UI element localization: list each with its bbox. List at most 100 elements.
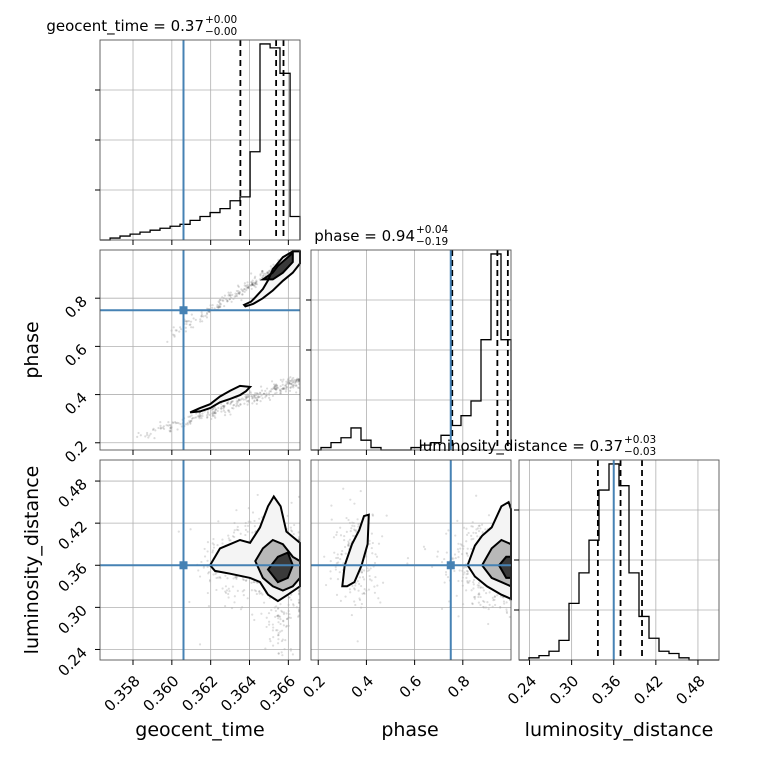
scatter-luminosity_distance_vs_geocent_time-sample	[260, 612, 263, 615]
scatter-phase_vs_geocent_time-sample	[233, 295, 236, 298]
scatter-luminosity_distance_vs_geocent_time-sample	[241, 590, 244, 593]
scatter-phase_vs_geocent_time-sample	[184, 326, 187, 329]
scatter-luminosity_distance_vs_phase-sample	[360, 570, 364, 574]
scatter-luminosity_distance_vs_geocent_time-sample	[280, 609, 283, 612]
scatter-phase_vs_geocent_time-sample	[281, 380, 284, 383]
scatter-luminosity_distance_vs_geocent_time-sample	[229, 539, 232, 542]
scatter-luminosity_distance_vs_geocent_time-sample	[227, 592, 230, 596]
scatter-luminosity_distance_vs_geocent_time-sample	[253, 618, 256, 622]
xtick-label-phase-3: 0.8	[444, 672, 474, 702]
scatter-luminosity_distance_vs_phase-sample	[371, 513, 374, 516]
scatter-luminosity_distance_vs_phase-sample	[337, 561, 340, 564]
scatter-luminosity_distance_vs_phase-sample	[345, 530, 348, 533]
scatter-luminosity_distance_vs_phase-sample	[356, 580, 359, 583]
scatter-luminosity_distance_vs_geocent_time-sample	[278, 615, 282, 618]
scatter-luminosity_distance_vs_geocent_time-sample	[297, 609, 301, 612]
scatter-phase_vs_geocent_time-sample	[251, 397, 254, 400]
scatter-phase_vs_geocent_time-sample	[255, 402, 258, 405]
scatter-phase_vs_geocent_time-sample	[297, 386, 301, 390]
scatter-phase_vs_geocent_time-sample	[223, 294, 227, 297]
scatter-phase_vs_geocent_time-sample	[223, 414, 227, 417]
scatter-luminosity_distance_vs_geocent_time-sample	[267, 612, 271, 615]
scatter-phase_vs_geocent_time-sample	[274, 385, 277, 388]
scatter-luminosity_distance_vs_geocent_time-sample	[206, 591, 209, 595]
scatter-phase_vs_geocent_time-sample	[266, 271, 269, 274]
scatter-luminosity_distance_vs_geocent_time-sample	[206, 565, 209, 568]
scatter-phase_vs_geocent_time-sample	[269, 265, 272, 268]
scatter-luminosity_distance_vs_phase-sample	[457, 542, 460, 545]
title-sub-phase: −0.19	[416, 236, 448, 248]
scatter-luminosity_distance_vs_geocent_time-sample	[228, 539, 231, 542]
scatter-luminosity_distance_vs_phase-sample	[340, 552, 343, 556]
xlabel-geocent_time: geocent_time	[135, 719, 264, 741]
scatter-phase_vs_geocent_time-sample	[232, 407, 235, 410]
scatter-phase_vs_geocent_time-sample	[270, 388, 273, 391]
scatter-luminosity_distance_vs_geocent_time-sample	[271, 629, 275, 632]
scatter-luminosity_distance_vs_geocent_time-sample	[277, 614, 280, 617]
scatter-phase_vs_geocent_time-sample	[241, 397, 244, 400]
scatter-phase_vs_geocent_time-sample	[255, 283, 259, 286]
scatter-phase_vs_geocent_time-sample	[199, 320, 202, 323]
scatter-phase_vs_geocent_time-sample	[227, 294, 230, 297]
scatter-luminosity_distance_vs_phase-sample	[329, 560, 332, 563]
scatter-phase_vs_geocent_time-sample	[186, 319, 189, 323]
scatter-luminosity_distance_vs_phase-sample	[481, 531, 484, 534]
scatter-phase_vs_geocent_time-sample	[231, 406, 234, 410]
scatter-phase_vs_geocent_time-sample	[210, 408, 213, 411]
scatter-phase_vs_geocent_time-sample	[220, 402, 223, 405]
scatter-luminosity_distance_vs_phase-sample	[465, 527, 468, 530]
scatter-phase_vs_geocent_time-sample	[211, 410, 214, 414]
scatter-phase_vs_geocent_time-sample	[251, 279, 254, 282]
scatter-luminosity_distance_vs_phase-sample	[473, 596, 476, 599]
scatter-luminosity_distance_vs_phase-sample	[472, 583, 475, 586]
scatter-phase_vs_geocent_time-sample	[289, 386, 292, 389]
scatter-luminosity_distance_vs_geocent_time-sample	[235, 577, 238, 581]
xtick-label-geocent_time-3: 0.364	[217, 672, 260, 715]
scatter-luminosity_distance_vs_phase-sample	[349, 591, 352, 594]
scatter-luminosity_distance_vs_geocent_time-sample	[285, 612, 288, 615]
scatter-phase_vs_geocent_time-sample	[274, 384, 277, 387]
scatter-phase_vs_geocent_time-sample	[199, 415, 202, 418]
scatter-phase_vs_geocent_time-sample	[226, 409, 230, 412]
scatter-phase_vs_geocent_time-sample	[250, 284, 253, 287]
axes-layer	[95, 39, 720, 665]
xtick-label-luminosity_distance-0: 0.24	[504, 672, 540, 708]
scatter-phase_vs_geocent_time-sample	[207, 310, 211, 314]
scatter-phase_vs_geocent_time-sample	[228, 298, 231, 301]
scatter-luminosity_distance_vs_geocent_time-sample	[235, 509, 238, 512]
scatter-phase_vs_geocent_time-sample	[211, 414, 214, 418]
scatter-luminosity_distance_vs_phase-sample	[329, 570, 332, 573]
scatter-phase_vs_geocent_time-sample	[226, 402, 229, 405]
scatter-phase_vs_geocent_time-sample	[268, 390, 271, 393]
scatter-luminosity_distance_vs_geocent_time-sample	[224, 604, 227, 608]
scatter-luminosity_distance_vs_geocent_time-sample	[292, 604, 295, 607]
scatter-luminosity_distance_vs_phase-sample	[492, 599, 495, 602]
scatter-phase_vs_geocent_time-sample	[220, 407, 223, 410]
scatter-luminosity_distance_vs_phase-sample	[355, 529, 358, 532]
scatter-luminosity_distance_vs_phase-sample	[466, 554, 469, 557]
ylabel-phase: phase	[21, 321, 43, 378]
hist-phase-step	[311, 253, 512, 451]
scatter-luminosity_distance_vs_geocent_time-sample	[211, 542, 214, 545]
scatter-phase_vs_geocent_time-sample	[294, 382, 297, 385]
scatter-luminosity_distance_vs_phase-sample	[347, 542, 350, 545]
scatter-phase_vs_geocent_time-sample	[189, 421, 192, 424]
scatter-phase_vs_geocent_time-sample	[157, 426, 160, 430]
scatter-phase_vs_geocent_time-sample	[243, 287, 246, 291]
scatter-phase_vs_geocent_time-sample	[282, 387, 285, 390]
scatter-luminosity_distance_vs_geocent_time-sample	[276, 642, 280, 645]
title-main-luminosity_distance: luminosity_distance = 0.37	[419, 437, 623, 456]
scatter-phase_vs_geocent_time-sample	[190, 313, 193, 316]
scatter-phase_vs_geocent_time-sample	[289, 379, 292, 383]
scatter-luminosity_distance_vs_phase-sample	[479, 595, 482, 599]
scatter-luminosity_distance_vs_geocent_time-sample	[233, 529, 236, 532]
ytick-label-phase-0: 0.2	[61, 437, 91, 467]
xlabel-phase: phase	[381, 719, 438, 741]
ytick-label-luminosity_distance-4: 0.48	[54, 475, 90, 511]
scatter-phase_vs_geocent_time-sample	[219, 305, 222, 308]
scatter-phase_vs_geocent_time-sample	[282, 378, 285, 381]
scatter-phase_vs_geocent_time-sample	[285, 388, 288, 391]
scatter-phase_vs_geocent_time-sample	[172, 421, 175, 425]
scatter-phase_vs_geocent_time-sample	[251, 283, 254, 287]
